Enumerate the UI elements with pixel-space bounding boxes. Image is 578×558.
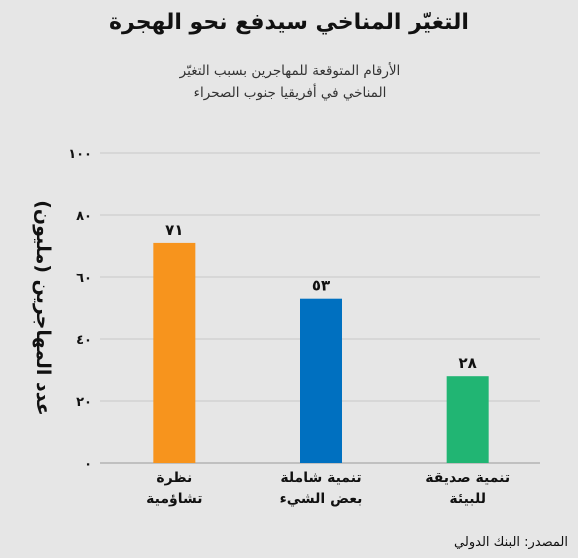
y-tick-label: ٤٠ bbox=[76, 333, 92, 348]
bar bbox=[300, 298, 342, 463]
bar-value-label: ٧١ bbox=[165, 221, 183, 239]
bar-value-label: ٥٣ bbox=[312, 277, 330, 295]
category-label: نظرة bbox=[156, 470, 192, 486]
category-label: تنمية شاملة bbox=[280, 470, 361, 486]
category-label: بعض الشيء bbox=[280, 491, 363, 507]
chart-title: التغيّر المناخي سيدفع نحو الهجرة bbox=[109, 10, 469, 35]
bar bbox=[153, 242, 196, 463]
y-tick-label: ٢٠ bbox=[76, 395, 92, 410]
y-tick-label: ١٠٠ bbox=[68, 147, 92, 162]
category-label: تنمية صديقة bbox=[425, 470, 510, 486]
category-label: تشاؤمية bbox=[146, 491, 202, 507]
bar bbox=[446, 376, 489, 463]
category-label: للبيئة bbox=[449, 491, 486, 507]
y-tick-label: ٦٠ bbox=[76, 271, 92, 286]
subtitle-line: المناخي في أفريقيا جنوب الصحراء bbox=[193, 85, 387, 101]
subtitle-line: الأرقام المتوقعة للمهاجرين بسبب التغيّر bbox=[179, 63, 401, 79]
bar-value-label: ٢٨ bbox=[459, 354, 477, 372]
y-tick-label: ٨٠ bbox=[76, 209, 92, 224]
y-tick-label: ٠ bbox=[84, 457, 92, 472]
source-note: المصدر: البنك الدولي bbox=[454, 535, 568, 550]
chart-subtitle: الأرقام المتوقعة للمهاجرين بسبب التغيّر … bbox=[80, 60, 500, 104]
